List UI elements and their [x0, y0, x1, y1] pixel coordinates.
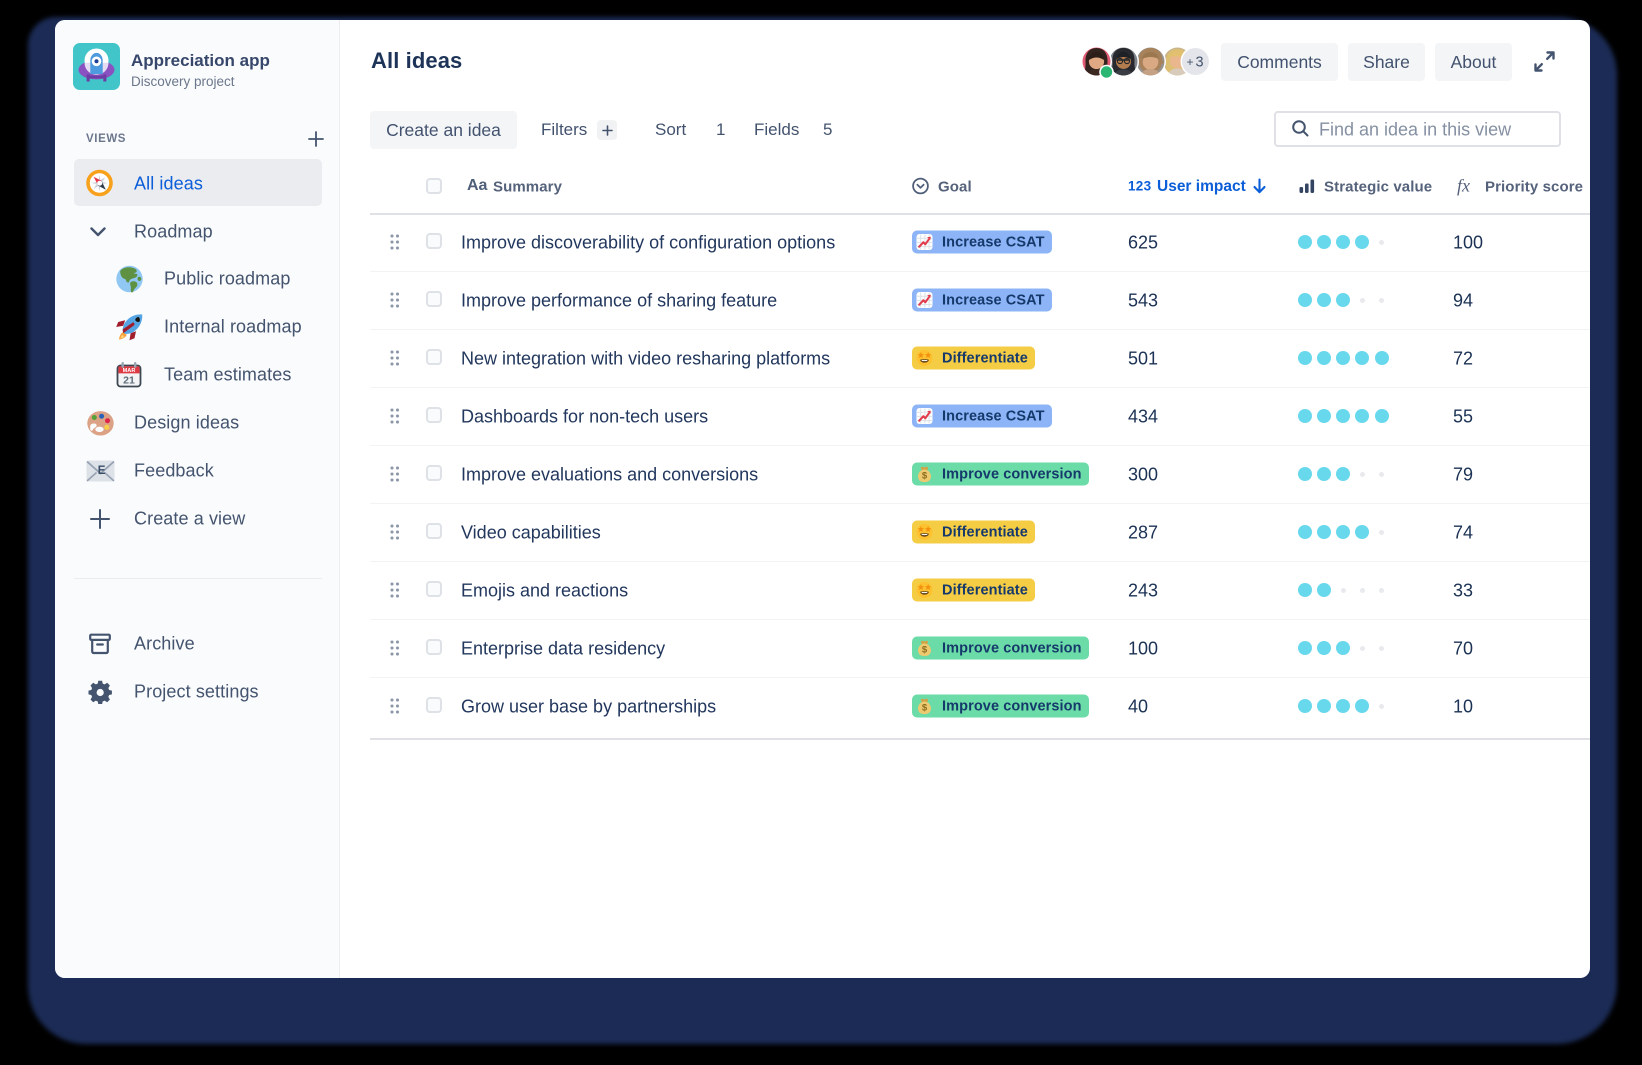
svg-text:$: $: [922, 471, 928, 482]
svg-text:3: 3: [1195, 55, 1203, 71]
svg-text:$: $: [922, 703, 928, 714]
svg-text:21: 21: [123, 374, 135, 386]
svg-text:E: E: [98, 464, 106, 476]
svg-text:+: +: [1186, 55, 1193, 69]
svg-text:$: $: [922, 645, 928, 656]
svg-text:MAR: MAR: [123, 368, 136, 374]
